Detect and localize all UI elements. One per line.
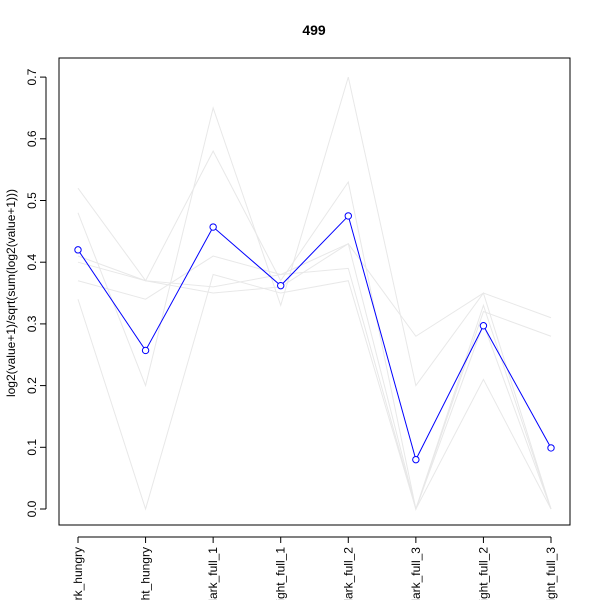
y-tick-label: 0.7 [25,68,39,85]
y-tick-label: 0.0 [25,500,39,517]
highlight-data-point [479,322,488,330]
x-tick-label: dark_full_3 [409,547,423,600]
highlight-data-point [209,223,217,231]
background-series-line [77,273,552,511]
highlight-data-point [74,246,82,254]
x-tick-label: light_full_3 [544,547,558,600]
x-tick-label: light_full_1 [274,547,288,600]
y-tick-label: 0.5 [25,192,39,209]
highlight-series-line [77,214,552,462]
highlight-data-point [412,455,420,464]
y-tick-label: 0.4 [25,254,39,271]
y-axis: 0.0 0.1 0.2 0.3 0.4 0.5 0.6 0.7 [25,68,47,517]
y-tick-label: 0.2 [25,377,39,394]
background-series-line [77,242,552,511]
x-axis: dark_hungry light_hungry dark_full_1 light_… [71,536,558,600]
x-tick-label: dark_full_1 [206,547,220,600]
x-tick-label: light_hungry [139,547,153,600]
plot-frame [58,57,571,526]
background-series-group [77,76,552,511]
highlight-data-point [547,444,555,452]
highlight-data-point [344,212,352,220]
x-tick-label: light_full_2 [476,547,490,600]
background-series-line [77,150,552,511]
background-series-line [77,76,552,510]
y-tick-label: 0.3 [25,315,39,332]
background-series-line [77,187,552,511]
x-tick-label: dark_hungry [71,547,85,600]
x-tick-label: dark_full_2 [341,547,355,600]
chart-title: 499 [302,22,326,38]
highlight-series-group [74,212,555,464]
background-series-line [77,243,552,337]
y-tick-label: 0.6 [25,130,39,147]
y-tick-label: 0.1 [25,439,39,456]
highlight-data-point [141,346,150,355]
y-axis-label: log2(value+1)/sqrt(sum(log2(value+1))) [4,189,18,397]
highlight-data-point [277,281,285,290]
